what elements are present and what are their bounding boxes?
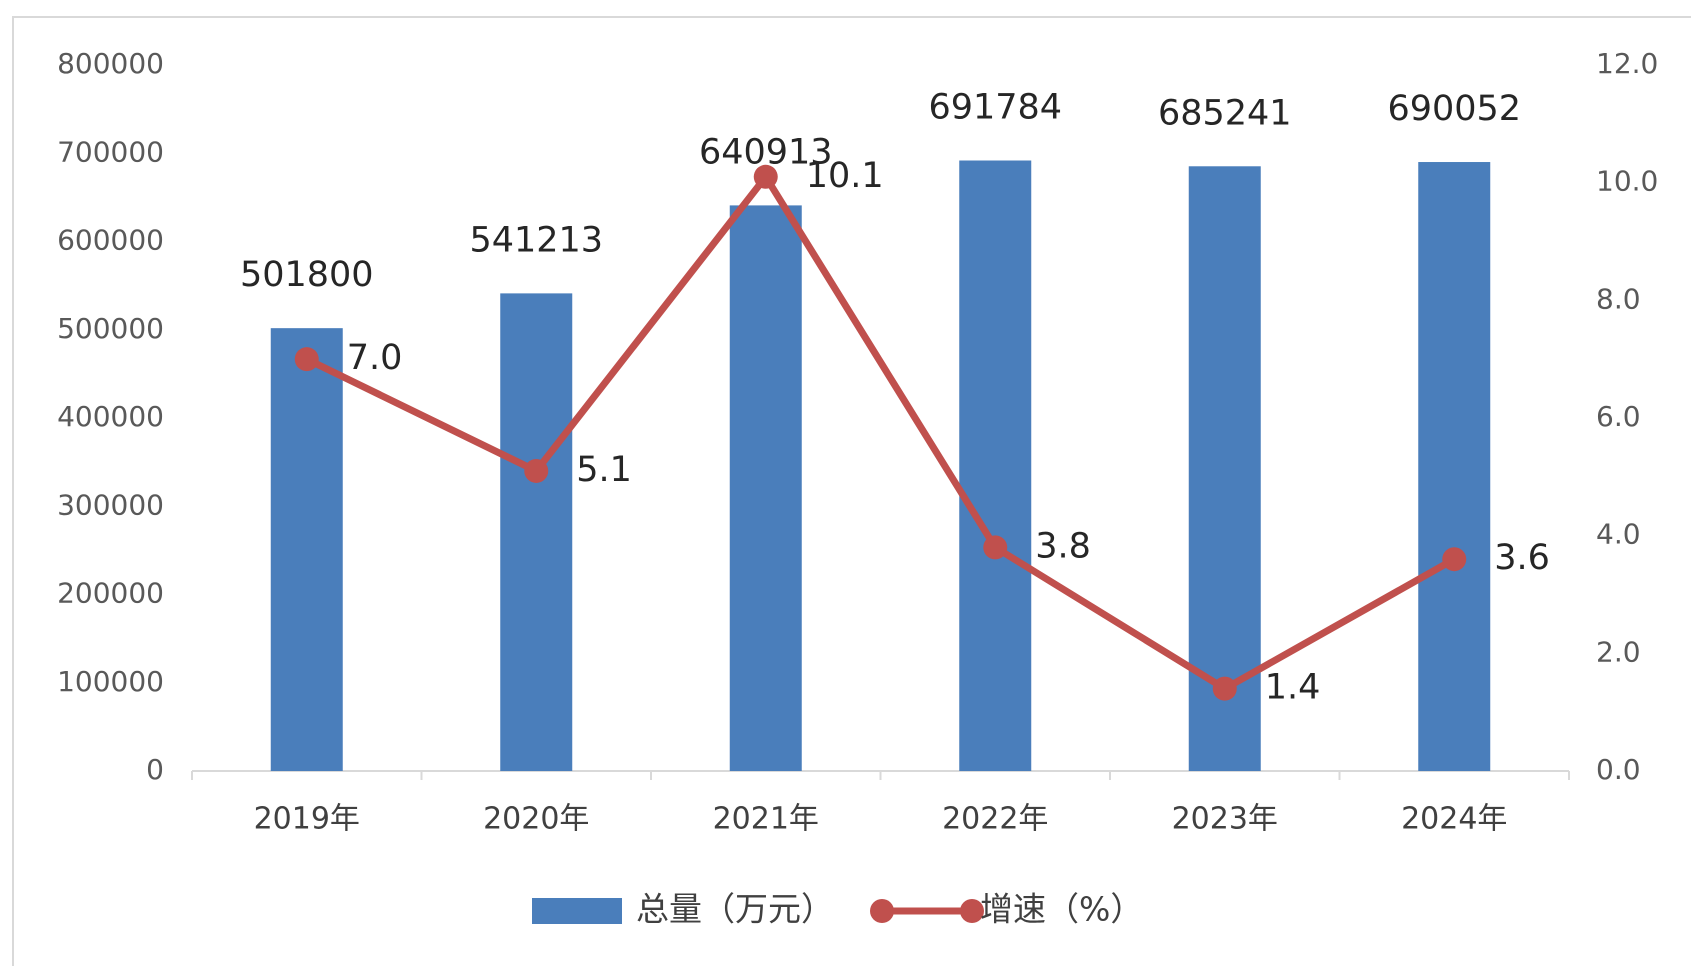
line-marker [983,535,1008,560]
bar-value-label: 541213 [469,220,603,260]
bar [729,205,802,771]
bar-value-label: 685241 [1158,93,1292,133]
y-tick-label: 600000 [57,224,164,257]
x-tick-label: 2021年 [713,802,819,837]
y2-tick-label: 10.0 [1596,165,1658,198]
y2-tick-label: 12.0 [1596,47,1658,80]
line-marker [524,458,549,483]
line-marker [1442,547,1467,572]
line-value-label: 3.6 [1494,538,1550,578]
x-tick-label: 2024年 [1401,802,1507,837]
legend-marker [870,899,894,923]
line-value-label: 3.8 [1035,526,1091,566]
x-tick-label: 2019年 [254,802,360,837]
x-tick-label: 2023年 [1172,802,1278,837]
line-value-label: 7.0 [347,338,403,378]
y-tick-label: 700000 [57,135,164,168]
y-tick-label: 200000 [57,577,164,610]
line-marker [753,164,778,189]
line-value-label: 5.1 [576,450,632,490]
x-tick-label: 2022年 [942,802,1048,837]
y-tick-label: 800000 [57,47,164,80]
line-value-label: 1.4 [1265,668,1321,708]
bar [270,328,343,771]
y2-tick-label: 8.0 [1596,282,1641,315]
legend-label: 总量（万元） [636,890,834,929]
y2-tick-label: 4.0 [1596,518,1641,551]
y-tick-label: 400000 [57,400,164,433]
line [305,173,1456,693]
bar-value-label: 501800 [240,255,374,295]
y-tick-label: 0 [146,753,164,786]
legend-label: 增速（%） [980,890,1143,929]
bar-value-label: 690052 [1387,89,1521,129]
bar [1418,162,1491,771]
y-tick-label: 500000 [57,312,164,345]
bar-value-label: 691784 [928,88,1062,128]
bar [500,293,573,771]
legend-marker [960,899,984,923]
y-tick-label: 300000 [57,488,164,521]
y2-tick-label: 6.0 [1596,400,1641,433]
line-value-label: 10.1 [806,156,884,196]
y2-tick-label: 2.0 [1596,635,1641,668]
legend-swatch [532,898,622,924]
y-tick-label: 100000 [57,665,164,698]
line-marker [294,347,319,372]
chart-border [12,16,1691,966]
line-marker [1212,676,1237,701]
x-tick-label: 2020年 [483,802,589,837]
y2-tick-label: 0.0 [1596,753,1641,786]
bar [959,160,1032,772]
